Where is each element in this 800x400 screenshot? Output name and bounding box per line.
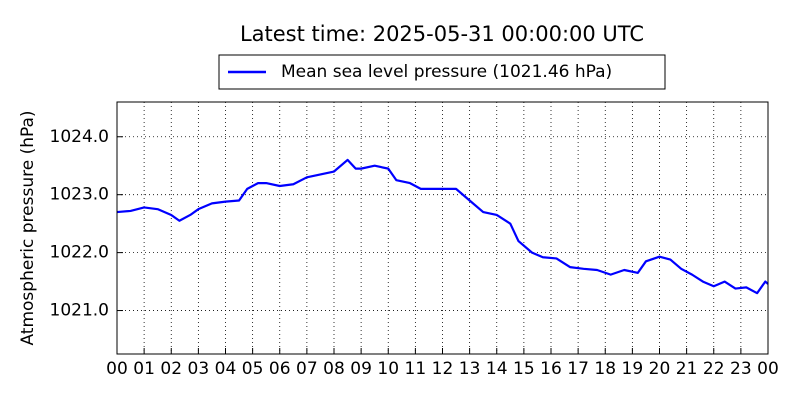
x-tick-label: 02 (160, 359, 182, 379)
x-tick-label: 23 (730, 359, 752, 379)
x-tick-label: 07 (296, 359, 318, 379)
x-tick-label: 03 (188, 359, 210, 379)
x-tick-label: 00 (106, 359, 128, 379)
x-tick-label: 11 (405, 359, 427, 379)
x-tick-label: 22 (703, 359, 725, 379)
legend-box (218, 54, 666, 90)
y-tick-label: 1021.0 (50, 301, 109, 321)
x-tick-label: 12 (432, 359, 454, 379)
x-tick-label: 06 (269, 359, 291, 379)
x-tick-label: 00 (757, 359, 779, 379)
x-tick-label: 04 (215, 359, 237, 379)
plot-frame (116, 101, 769, 355)
x-tick-label: 21 (676, 359, 698, 379)
y-tick-label: 1024.0 (50, 127, 109, 147)
x-tick-label: 09 (350, 359, 372, 379)
x-tick-label: 14 (486, 359, 508, 379)
x-tick-label: 08 (323, 359, 345, 379)
x-tick-label: 20 (649, 359, 671, 379)
x-tick-label: 16 (540, 359, 562, 379)
x-tick-label: 17 (567, 359, 589, 379)
chart-title: Latest time: 2025-05-31 00:00:00 UTC (240, 22, 644, 46)
x-tick-label: 10 (377, 359, 399, 379)
legend-label: Mean sea level pressure (1021.46 hPa) (281, 62, 612, 82)
x-tick-label: 13 (459, 359, 481, 379)
x-tick-label: 01 (133, 359, 155, 379)
x-tick-label: 19 (622, 359, 644, 379)
y-axis-label: Atmospheric pressure (hPa) (18, 110, 38, 345)
x-tick-label: 15 (513, 359, 535, 379)
x-tick-label: 05 (242, 359, 264, 379)
x-tick-label: 18 (594, 359, 616, 379)
y-tick-label: 1023.0 (50, 185, 109, 205)
data-line (116, 158, 769, 295)
y-tick-label: 1022.0 (50, 243, 109, 263)
